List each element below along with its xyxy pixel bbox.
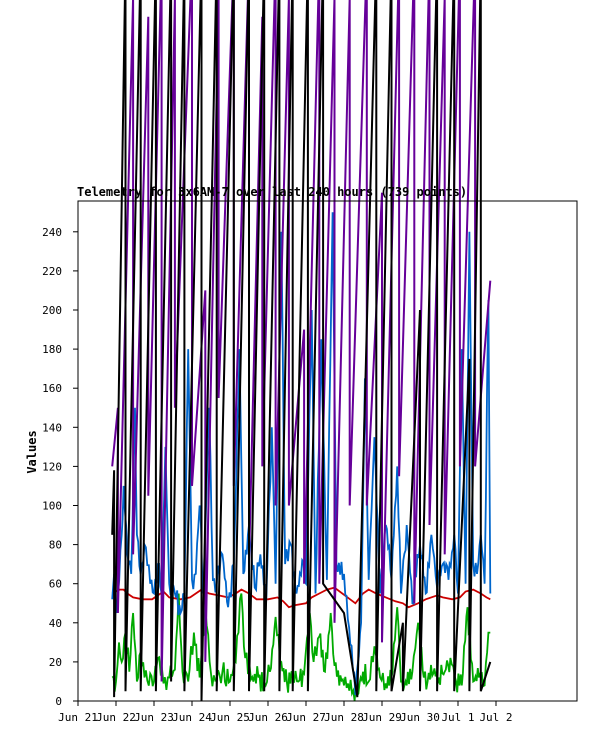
series-line-1 xyxy=(111,586,491,609)
series-line-3 xyxy=(111,212,492,696)
y-tick-label: 140 xyxy=(42,421,62,434)
x-tick-label: Jun 25 xyxy=(210,711,250,724)
x-tick-label: Jun 28 xyxy=(324,711,364,724)
y-tick-label: 0 xyxy=(55,695,62,708)
y-tick-label: 240 xyxy=(42,226,62,239)
x-tick-label: Jun 27 xyxy=(286,711,326,724)
y-tick-label: 160 xyxy=(42,382,62,395)
x-tick-label: Jun 21 xyxy=(58,711,98,724)
series-line-4 xyxy=(111,0,492,682)
x-tick-label: Jun 30 xyxy=(400,711,440,724)
y-tick-label: 180 xyxy=(42,343,62,356)
x-tick-label: Jun 22 xyxy=(96,711,136,724)
series-line-5 xyxy=(111,0,492,701)
x-tick-label: Jul 1 xyxy=(441,711,474,724)
y-tick-label: 20 xyxy=(49,656,62,669)
series-line-2 xyxy=(111,593,491,701)
y-tick-label: 220 xyxy=(42,265,62,278)
plot-frame xyxy=(77,200,578,702)
x-tick-label: Jun 24 xyxy=(172,711,212,724)
x-tick-label: Jun 26 xyxy=(248,711,288,724)
y-tick-label: 100 xyxy=(42,500,62,513)
x-tick-label: Jul 2 xyxy=(479,711,512,724)
y-axis-label: Values xyxy=(25,430,39,473)
y-tick-label: 60 xyxy=(49,578,62,591)
y-tick-label: 200 xyxy=(42,304,62,317)
chart-title: Telemetry for 3x6AM-7 over last 240 hour… xyxy=(77,185,467,199)
x-tick-label: Jun 23 xyxy=(134,711,174,724)
y-tick-label: 80 xyxy=(49,539,62,552)
x-tick-label: Jun 29 xyxy=(362,711,402,724)
series-layer xyxy=(111,0,492,701)
y-tick-label: 40 xyxy=(49,617,62,630)
y-tick-label: 120 xyxy=(42,460,62,473)
